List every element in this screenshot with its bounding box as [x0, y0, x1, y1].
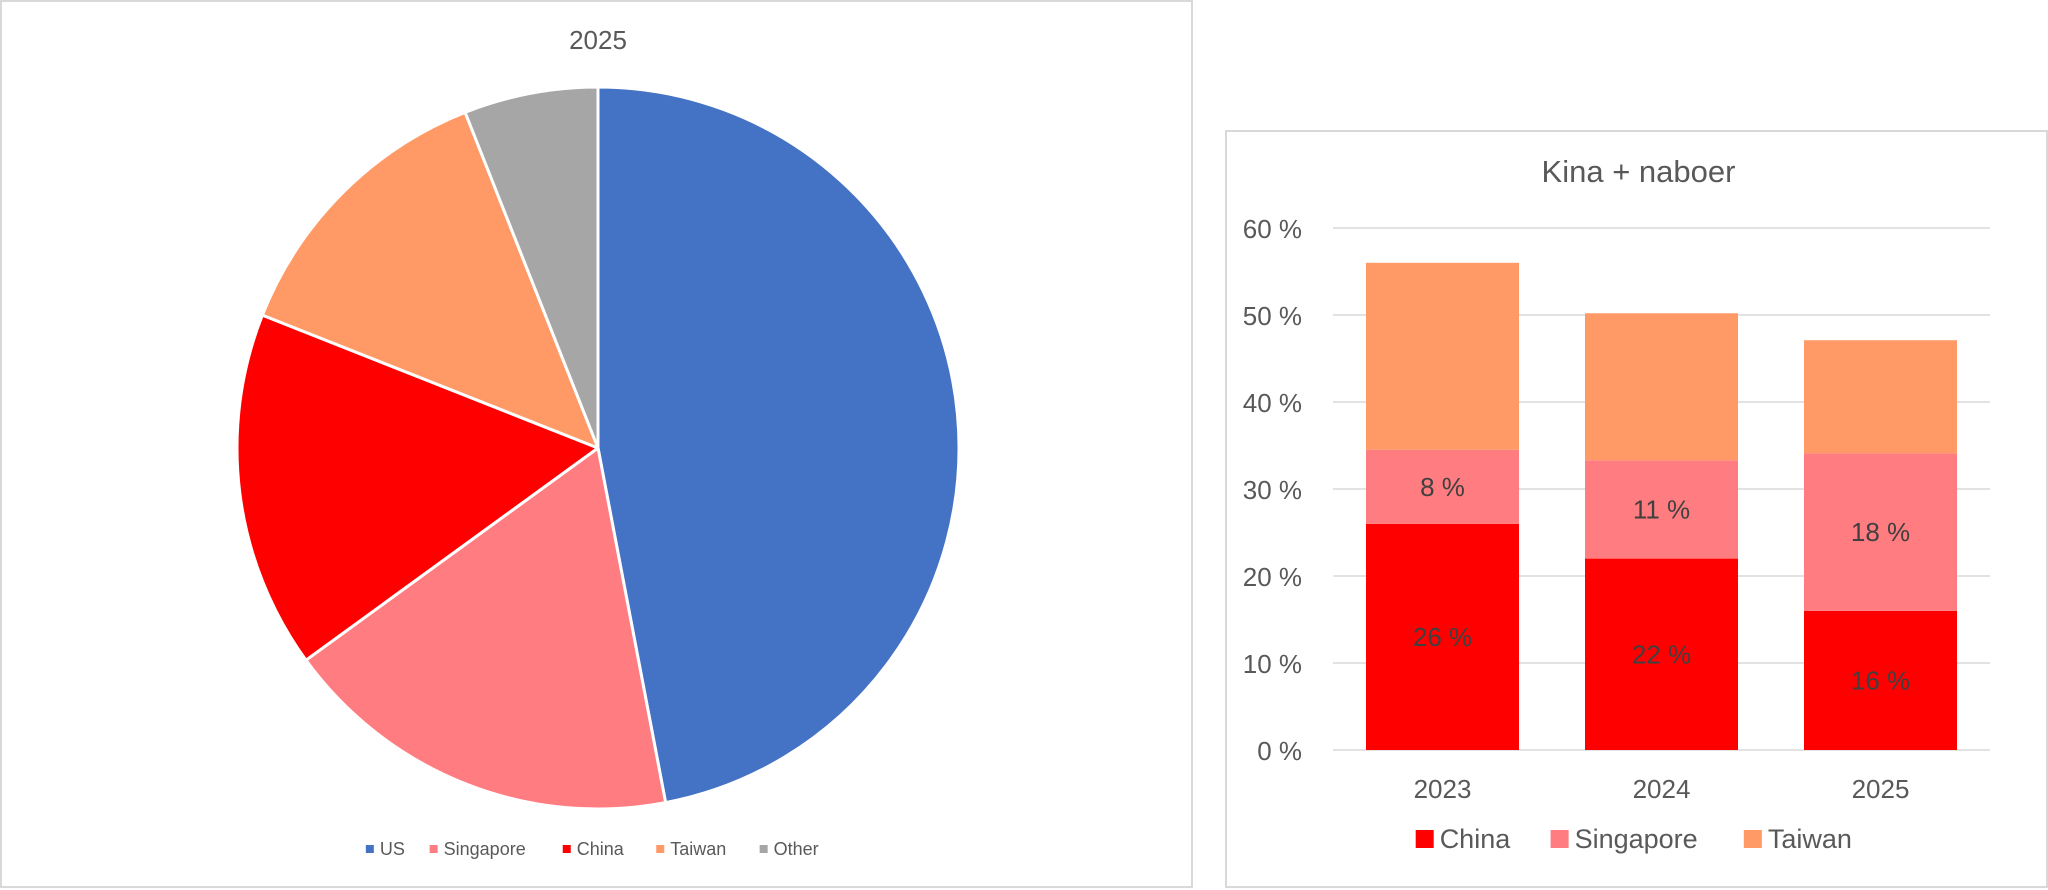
pie-legend-swatch-other: [759, 845, 768, 853]
x-tick-label: 2023: [1414, 774, 1472, 804]
bar-legend-label-singapore: Singapore: [1575, 824, 1698, 854]
pie-chart-panel: 2025 US Singapore China Taiwan Other: [0, 0, 1193, 888]
bar-legend-label-china: China: [1440, 824, 1512, 854]
pie-slice-other: [463, 85, 600, 450]
pie-legend-swatch-china: [562, 845, 571, 853]
bar-singapore-2025: [1804, 453, 1957, 611]
pie-legend-label-china: China: [577, 839, 625, 859]
data-label-singapore-2023: 8 %: [1420, 472, 1465, 502]
y-tick-label: 10 %: [1243, 649, 1302, 679]
y-tick-label: 50 %: [1243, 301, 1302, 331]
pie-legend-swatch-us: [365, 845, 374, 853]
stacked-bar-chart-panel: Kina + naboer 0 % 10 % 20 % 30 % 40 % 50 % 60 %…: [1225, 130, 2048, 888]
pie-legend: US Singapore China Taiwan Other: [365, 839, 819, 859]
bar-singapore-2024: [1585, 460, 1738, 559]
data-label-china-2024: 22 %: [1632, 639, 1691, 669]
bar-taiwan-2023: [1366, 262, 1519, 450]
y-tick-label: 20 %: [1243, 562, 1302, 592]
data-label-singapore-2025: 18 %: [1851, 517, 1910, 547]
bar-legend-swatch-china: [1415, 830, 1434, 848]
pie-legend-swatch-taiwan: [656, 845, 665, 853]
x-tick-label: 2025: [1852, 774, 1910, 804]
pie-legend-label-us: US: [380, 839, 405, 859]
y-tick-label: 60 %: [1243, 214, 1302, 244]
y-tick-label: 30 %: [1243, 475, 1302, 505]
pie-legend-label-other: Other: [774, 839, 819, 859]
data-label-china-2023: 26 %: [1413, 622, 1472, 652]
bar-singapore-2023: [1366, 449, 1519, 524]
bar-china-2023: [1366, 523, 1519, 750]
pie-legend-label-taiwan: Taiwan: [670, 839, 726, 859]
bar-taiwan-2025: [1804, 340, 1957, 454]
y-tick-label: 40 %: [1243, 388, 1302, 418]
stacked-bar-chart: Kina + naboer 0 % 10 % 20 % 30 % 40 % 50 % 60 %…: [1243, 154, 1990, 854]
pie-legend-swatch-singapore: [429, 845, 438, 853]
pie-chart-title: 2025: [569, 25, 627, 55]
pie-legend-label-singapore: Singapore: [444, 839, 526, 859]
bar-legend-swatch-taiwan: [1743, 830, 1762, 848]
pie-slice-singapore: [304, 446, 668, 811]
y-tick-label: 0 %: [1257, 736, 1302, 766]
bar-legend-label-taiwan: Taiwan: [1768, 824, 1852, 854]
pie-slice-taiwan: [260, 110, 600, 450]
x-tick-label: 2024: [1633, 774, 1691, 804]
bar-legend-swatch-singapore: [1550, 830, 1569, 848]
bar-chart-title: Kina + naboer: [1542, 154, 1736, 189]
bar-legend: China Singapore Taiwan: [1415, 824, 1852, 854]
pie-slice-china: [235, 313, 600, 662]
bar-china-2024: [1585, 558, 1738, 750]
bar-china-2025: [1804, 610, 1957, 750]
data-label-china-2025: 16 %: [1851, 665, 1910, 695]
bar-taiwan-2024: [1585, 313, 1738, 461]
data-label-singapore-2024: 11 %: [1633, 494, 1690, 524]
pie-chart: 2025 US Singapore China Taiwan Other: [235, 25, 961, 859]
pie-slice-us: [596, 85, 961, 805]
